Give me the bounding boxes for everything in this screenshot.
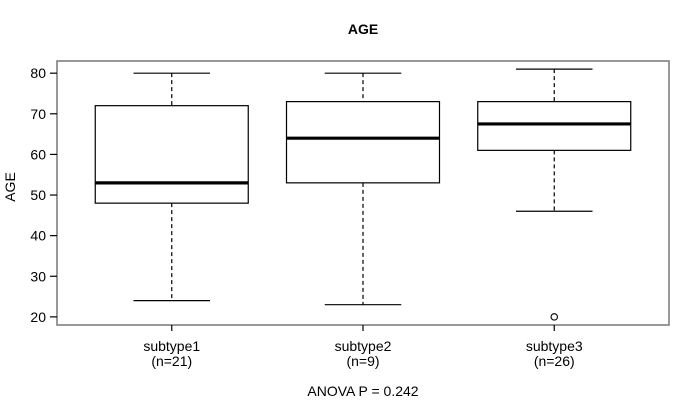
y-tick-label: 40 xyxy=(30,228,46,244)
y-tick-label: 50 xyxy=(30,187,46,203)
chart-title: AGE xyxy=(347,21,379,37)
y-tick-label: 70 xyxy=(30,106,46,122)
group-sublabel: (n=21) xyxy=(151,353,192,369)
group-sublabel: (n=9) xyxy=(346,353,379,369)
group-label: subtype2 xyxy=(335,338,392,354)
anova-p-footer: ANOVA P = 0.242 xyxy=(307,383,419,399)
y-tick-label: 30 xyxy=(30,268,46,284)
iqr-box xyxy=(285,101,441,184)
iqr-box xyxy=(94,105,249,204)
y-tick-label: 20 xyxy=(30,309,46,325)
y-tick-label: 80 xyxy=(30,65,46,81)
iqr-box xyxy=(477,101,632,151)
group-sublabel: (n=26) xyxy=(534,353,575,369)
group-label: subtype3 xyxy=(526,338,583,354)
outlier-point xyxy=(550,313,558,321)
group-label: subtype1 xyxy=(143,338,200,354)
y-tick-label: 60 xyxy=(30,146,46,162)
